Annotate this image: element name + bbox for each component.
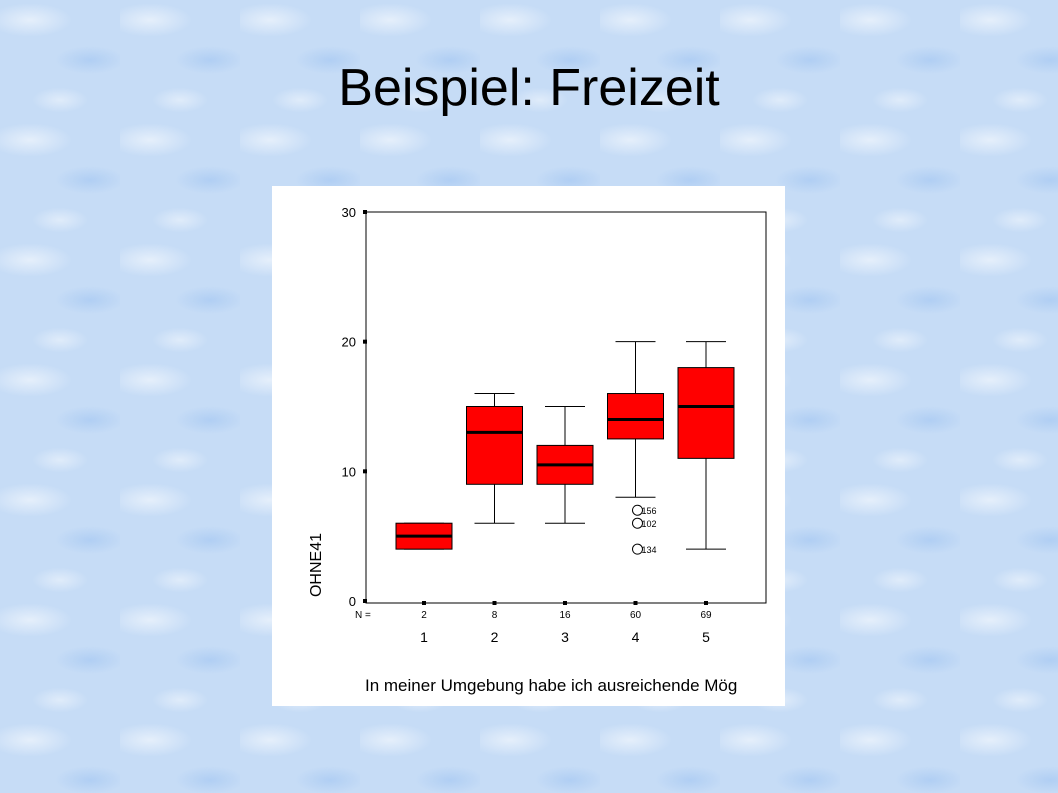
outlier-label: 156	[642, 506, 657, 516]
y-tick-label: 20	[342, 335, 356, 350]
n-count-value: 69	[700, 610, 712, 621]
boxplot-chart: OHNE41 In meiner Umgebung habe ich ausre…	[272, 186, 785, 706]
y-tick-mark	[363, 210, 367, 214]
y-tick-label: 0	[349, 594, 356, 609]
y-tick-mark	[363, 339, 367, 344]
outlier-label: 102	[642, 519, 657, 529]
outlier-point	[632, 517, 643, 529]
x-tick-mark	[633, 601, 638, 605]
n-count-value: 2	[421, 610, 427, 621]
x-tick-mark	[492, 601, 497, 605]
outlier-point	[632, 543, 643, 555]
y-tick-mark	[363, 469, 367, 474]
x-tick-label: 2	[491, 629, 499, 645]
outlier-point	[632, 504, 643, 516]
boxplot-svg: OHNE41 In meiner Umgebung habe ich ausre…	[308, 205, 767, 695]
x-tick-mark	[704, 601, 708, 605]
n-count-label: N =	[355, 610, 371, 621]
y-tick-mark	[363, 599, 367, 603]
box-iqr	[677, 367, 735, 459]
outlier-label: 134	[642, 545, 657, 555]
n-count-value: 8	[492, 610, 498, 621]
box-iqr	[466, 406, 523, 485]
y-axis-label: OHNE41	[308, 533, 325, 597]
y-tick-label: 10	[342, 464, 356, 479]
x-tick-label: 5	[702, 629, 710, 645]
x-tick-mark	[422, 601, 426, 605]
slide-title: Beispiel: Freizeit	[338, 59, 720, 117]
x-tick-label: 3	[561, 629, 569, 645]
n-count-value: 16	[559, 610, 571, 621]
box-iqr	[607, 393, 664, 440]
y-tick-label: 30	[342, 205, 356, 220]
x-tick-mark	[563, 601, 567, 605]
x-tick-label: 1	[420, 629, 428, 645]
x-tick-label: 4	[632, 629, 640, 645]
n-count-value: 60	[630, 610, 642, 621]
x-axis-label: In meiner Umgebung habe ich ausreichende…	[365, 676, 737, 695]
